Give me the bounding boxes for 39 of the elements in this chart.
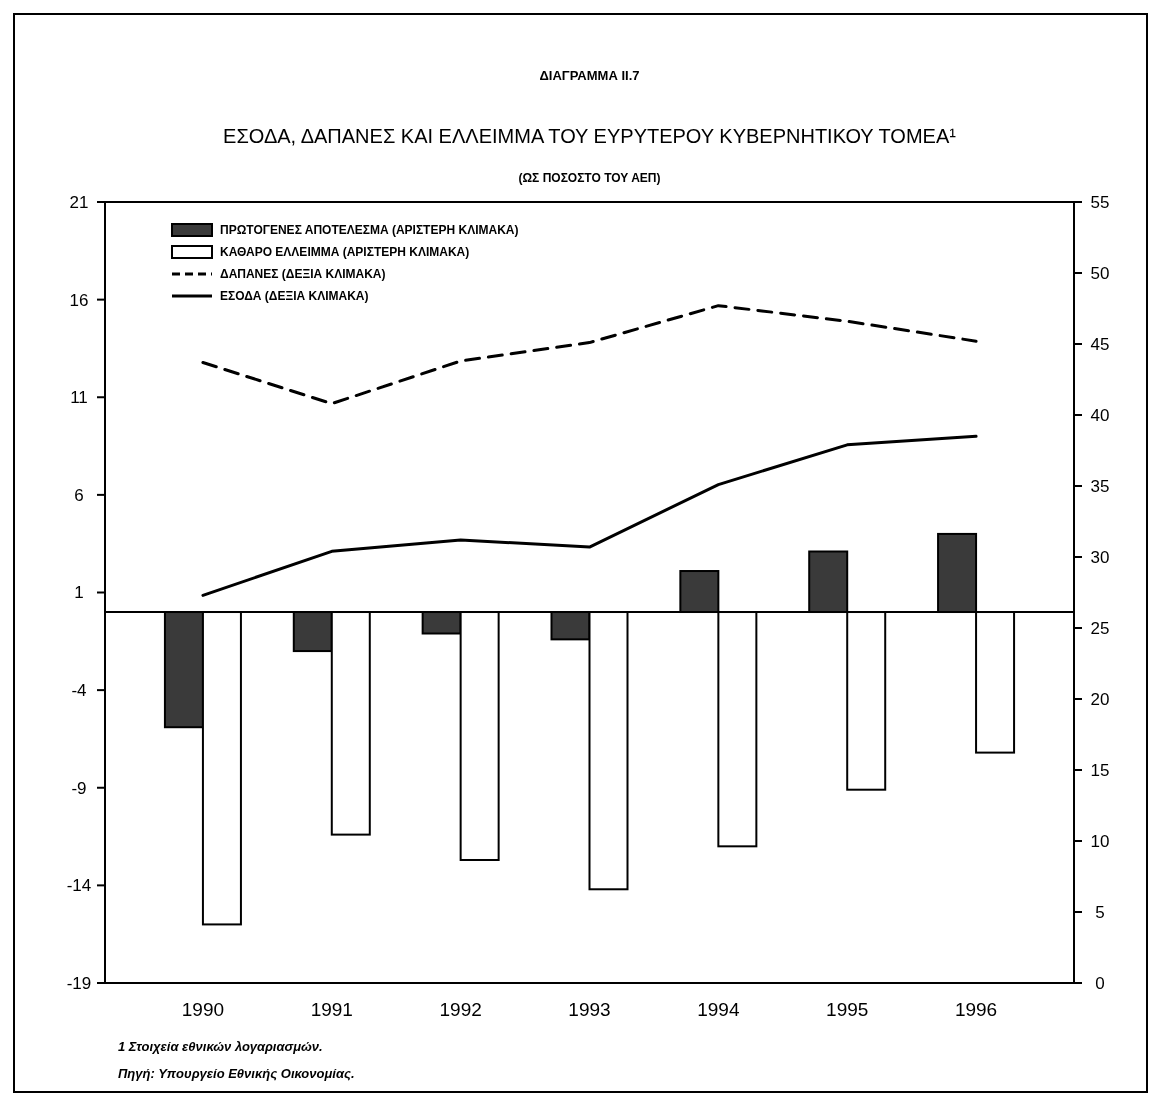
y2-tick-label: 25	[1090, 618, 1110, 638]
x-tick-label: 1991	[310, 999, 353, 1020]
y-tick-label: -9	[71, 778, 87, 798]
y-tick-label: 21	[69, 192, 89, 212]
text: Πηγή: Υπουργείο Εθνικής Οικονομίας.	[118, 1066, 355, 1081]
legend-label: ΕΣΟΔΑ (ΔΕΞΙΑ ΚΛΙΜΑΚΑ)	[220, 289, 369, 304]
x-tick-label: 1993	[568, 999, 611, 1020]
y2-tick-label: 10	[1090, 831, 1110, 851]
y2-tick-label: 40	[1090, 405, 1110, 425]
line-series	[201, 434, 978, 597]
legend-label: ΔΑΠΑΝΕΣ (ΔΕΞΙΑ ΚΛΙΜΑΚΑ)	[220, 267, 386, 282]
y2-tick-label: 45	[1090, 334, 1110, 354]
line-series	[201, 304, 978, 406]
y2-tick-label: 30	[1090, 547, 1110, 567]
y2-tick-label: 55	[1090, 192, 1110, 212]
y-tick-label: 11	[70, 388, 88, 408]
x-tick-label: 1995	[826, 999, 869, 1020]
y2-tick-label: 35	[1090, 476, 1110, 496]
chart-subtitle: (ΩΣ ΠΟΣΟΣΤΟ ΤΟΥ ΑΕΠ)	[518, 171, 661, 185]
y2-tick-label: 20	[1090, 689, 1110, 709]
x-tick-label: 1990	[181, 999, 225, 1020]
y-tick-label: 6	[74, 485, 84, 505]
x-tick-label: 1992	[439, 999, 482, 1020]
y-tick-label: 1	[74, 583, 84, 603]
y2-tick-label: 50	[1090, 263, 1110, 283]
chart-title: ΕΣΟΔΑ, ΔΑΠΑΝΕΣ ΚΑΙ ΕΛΛΕΙΜΜΑ ΤΟΥ ΕΥΡΥΤΕΡΟΥ ΚΥΒΕΡΝΗΤΙΚΟΥ ΤΟΜΕΑ¹	[223, 125, 957, 147]
y2-tick-label: 15	[1090, 760, 1110, 780]
y2-tick-label: 0	[1095, 973, 1105, 993]
text: ΔΙΑΓΡΑΜΜΑ ΙΙ.7	[539, 68, 640, 83]
legend-label: ΠΡΩΤΟΓΕΝΕΣ ΑΠΟΤΕΛΕΣΜΑ (ΑΡΙΣΤΕΡΗ ΚΛΙΜΑΚΑ)	[220, 223, 519, 238]
x-tick-label: 1996	[954, 999, 998, 1020]
y-tick-label: -4	[71, 681, 87, 701]
y-tick-label: 16	[69, 290, 89, 310]
y-tick-label: -19	[66, 973, 92, 993]
y2-tick-label: 5	[1095, 902, 1105, 922]
legend-label: ΚΑΘΑΡΟ ΕΛΛΕΙΜΜΑ (ΑΡΙΣΤΕΡΗ ΚΛΙΜΑΚΑ)	[220, 245, 470, 260]
x-tick-label: 1994	[697, 999, 740, 1020]
text: 1 Στοιχεία εθνικών λογαριασμών.	[118, 1039, 323, 1054]
y-tick-label: -14	[66, 876, 92, 896]
